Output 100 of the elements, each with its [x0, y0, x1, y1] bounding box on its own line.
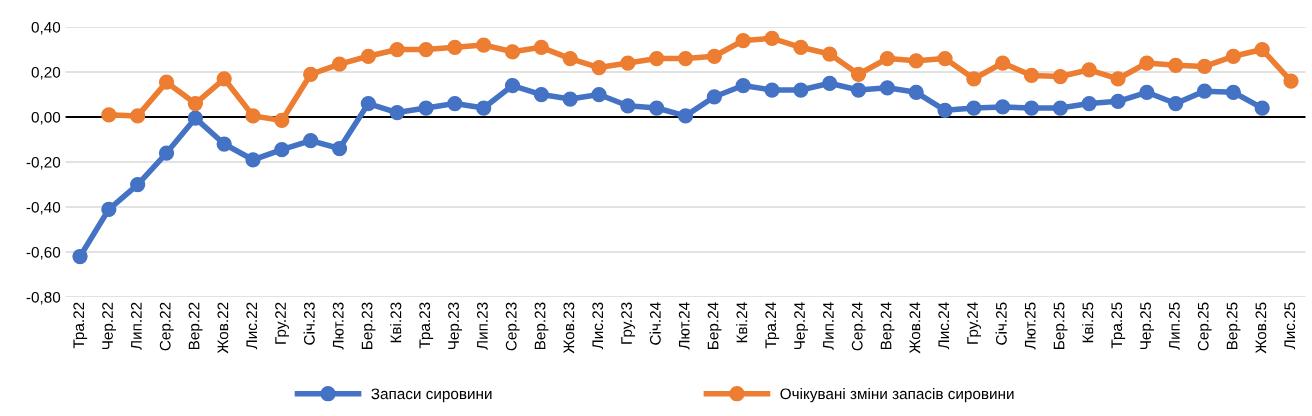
point — [562, 91, 578, 107]
point — [101, 107, 117, 123]
point — [1168, 57, 1184, 73]
x-tick-label: Сер.22 — [159, 302, 174, 351]
x-tick-label: Чер.25 — [1140, 302, 1154, 350]
point — [1139, 55, 1155, 71]
point — [591, 59, 607, 76]
point — [331, 56, 348, 72]
point — [908, 84, 924, 100]
y-tick-label: -0,80 — [26, 291, 61, 305]
x-tick-label: Чер.24 — [794, 302, 808, 350]
y-tick-label: -0,60 — [26, 246, 61, 260]
point — [966, 71, 982, 87]
x-tick-label: Січ.23 — [303, 302, 315, 345]
point — [360, 48, 376, 64]
point — [533, 39, 549, 55]
x-tick-label: Лип.25 — [1168, 302, 1180, 350]
point — [735, 32, 751, 49]
x-tick-label: Січ.25 — [995, 302, 1007, 345]
point — [562, 50, 578, 67]
x-tick-label: Кві.23 — [390, 302, 402, 343]
point — [706, 89, 722, 105]
y-tick-label: -0,20 — [26, 156, 61, 170]
x-tick-label: Лис.22 — [246, 302, 258, 350]
point — [677, 108, 694, 124]
point — [793, 39, 809, 55]
point — [1254, 41, 1270, 58]
y-tick-label: 0,00 — [31, 111, 61, 125]
x-tick-label: Гру.23 — [621, 302, 635, 344]
point — [533, 86, 549, 103]
point — [1225, 84, 1241, 100]
point — [1283, 73, 1299, 89]
point — [1139, 84, 1155, 100]
x-tick-label: Тра.22 — [73, 302, 88, 349]
x-tick-label: Сер.25 — [1197, 302, 1212, 351]
x-tick-label: Вер.23 — [534, 302, 549, 350]
point — [937, 102, 953, 118]
x-tick-label: Жов.24 — [909, 302, 921, 354]
point — [418, 100, 434, 116]
point — [1081, 62, 1097, 78]
point — [591, 86, 607, 103]
x-tick-label: Лип.23 — [476, 302, 488, 350]
point — [1081, 95, 1097, 112]
point — [822, 46, 838, 62]
point — [937, 50, 953, 67]
point — [447, 39, 463, 55]
point — [158, 74, 175, 90]
point — [1023, 67, 1040, 84]
point — [1052, 68, 1068, 85]
x-tick-label: Бер.25 — [1053, 302, 1068, 349]
point — [966, 100, 982, 116]
point — [303, 133, 319, 149]
x-tick-label: Лип.24 — [822, 302, 834, 350]
point — [245, 108, 261, 124]
point — [303, 66, 319, 82]
x-tick-label: Жов.25 — [1255, 302, 1267, 354]
point — [1052, 100, 1068, 116]
point — [850, 66, 867, 82]
point — [793, 82, 809, 98]
x-tick-label: Лис.25 — [1284, 302, 1296, 350]
x-tick-label: Лис.24 — [938, 302, 950, 350]
x-tick-label: Лис.23 — [592, 302, 604, 350]
point — [879, 50, 895, 67]
point — [130, 108, 146, 124]
point — [850, 82, 867, 98]
point — [101, 201, 117, 217]
point — [822, 75, 838, 91]
point — [274, 142, 290, 158]
x-tick-label: Тра.25 — [1111, 302, 1126, 349]
x-tick-label: Чер.22 — [102, 302, 116, 350]
point — [418, 41, 434, 58]
x-tick-label: Гру.24 — [967, 302, 981, 344]
point — [476, 100, 492, 116]
point — [389, 104, 405, 121]
x-tick-label: Жов.22 — [217, 302, 229, 354]
point — [476, 37, 492, 53]
point — [389, 41, 405, 58]
point — [447, 95, 463, 112]
point — [331, 140, 348, 157]
x-tick-label: Лип.22 — [130, 302, 142, 350]
x-tick-label: Січ.24 — [649, 302, 661, 345]
y-tick-label: -0,40 — [26, 201, 61, 215]
point — [216, 71, 232, 87]
x-tick-label: Вер.22 — [188, 302, 203, 350]
point — [130, 176, 146, 193]
x-tick-label: Лют.23 — [332, 302, 344, 350]
x-tick-label: Гру.22 — [275, 302, 289, 344]
point — [1023, 100, 1040, 116]
point — [216, 136, 232, 152]
point — [1168, 95, 1184, 112]
point — [187, 110, 203, 126]
x-tick-label: Бер.24 — [707, 302, 722, 349]
point — [735, 77, 751, 94]
point — [879, 80, 895, 96]
x-tick-label: Кві.25 — [1082, 302, 1094, 343]
legend-label: Очікувані зміни запасів сировини — [780, 388, 1014, 403]
x-tick-label: Жов.23 — [563, 302, 575, 354]
point — [1254, 100, 1270, 116]
point — [245, 152, 261, 168]
point — [1196, 58, 1213, 75]
